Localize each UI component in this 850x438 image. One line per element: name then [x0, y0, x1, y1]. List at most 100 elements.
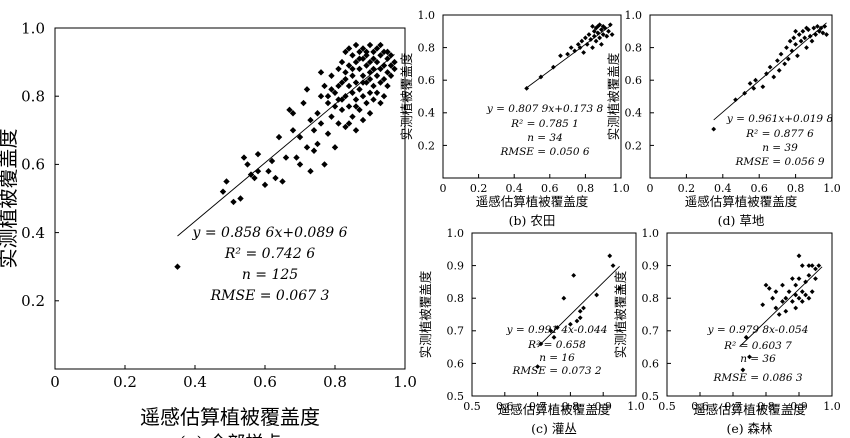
data-point — [811, 25, 817, 31]
data-point — [356, 65, 363, 73]
x-tick-label: 0.6 — [253, 373, 277, 391]
data-point — [551, 334, 557, 340]
data-point — [568, 321, 573, 327]
y-tick-label: 0.9 — [642, 259, 660, 272]
data-point — [223, 178, 230, 185]
x-tick-label: 0.7 — [529, 400, 547, 413]
data-point — [574, 318, 580, 324]
x-tick-label: 1.0 — [612, 182, 630, 195]
y-tick-label: 1.0 — [21, 19, 45, 37]
data-point — [230, 198, 237, 206]
data-point — [352, 41, 360, 49]
data-point — [773, 289, 779, 295]
data-point — [793, 41, 798, 47]
data-point — [565, 51, 570, 57]
data-point — [314, 110, 321, 117]
x-tick-label: 0.6 — [541, 182, 559, 195]
y-tick-label: 0.8 — [625, 41, 643, 54]
y-axis-label: 实测植被覆盖度 — [606, 52, 621, 140]
data-point — [753, 77, 758, 83]
data-point — [331, 89, 339, 96]
data-point — [391, 65, 398, 73]
data-point — [370, 48, 377, 56]
data-point — [317, 93, 325, 100]
data-point — [356, 55, 363, 62]
data-point — [747, 81, 753, 86]
data-point — [338, 79, 346, 86]
data-point — [561, 295, 567, 301]
y-tick-label: 0.8 — [447, 292, 465, 305]
data-point — [815, 24, 820, 29]
data-point — [802, 35, 808, 41]
regression-annotation: R² = 0.603 7 — [723, 340, 792, 352]
data-point — [796, 276, 802, 282]
data-point — [602, 25, 608, 31]
data-point — [764, 71, 769, 77]
data-point — [610, 263, 616, 268]
data-point — [577, 45, 583, 50]
y-tick-label: 1.0 — [642, 227, 660, 240]
data-point — [554, 325, 560, 330]
data-point — [770, 295, 775, 301]
data-point — [366, 89, 374, 96]
data-point — [317, 120, 325, 127]
data-point — [785, 56, 791, 62]
data-point — [784, 45, 789, 50]
data-point — [796, 295, 802, 301]
data-point — [807, 33, 813, 39]
data-point — [799, 299, 805, 304]
y-tick-label: 0.2 — [21, 292, 45, 310]
data-point — [352, 96, 360, 103]
panel-caption: (b) 农田 — [509, 213, 556, 228]
regression-annotation: RMSE = 0.056 9 — [734, 156, 824, 168]
data-point — [766, 286, 772, 291]
data-point — [345, 45, 353, 52]
regression-annotation: y = 0.961x+0.019 8 — [726, 113, 834, 125]
data-point — [349, 89, 356, 96]
regression-annotation: RMSE = 0.073 2 — [511, 365, 601, 377]
data-point — [783, 295, 789, 301]
data-point — [793, 282, 799, 288]
y-tick-label: 0.6 — [625, 74, 643, 87]
data-point — [342, 69, 349, 76]
data-point — [377, 79, 384, 86]
x-axis-label: 遥感估算植被覆盖度 — [498, 402, 611, 417]
data-point — [599, 27, 604, 33]
plot-frame — [649, 14, 833, 179]
data-point — [345, 103, 353, 110]
data-point — [599, 41, 604, 47]
data-point — [373, 72, 381, 79]
data-point — [597, 35, 603, 41]
regression-annotation: R² = 0.658 — [527, 339, 586, 351]
data-point — [345, 120, 353, 127]
y-tick-label: 1.0 — [418, 9, 436, 22]
data-point — [335, 82, 342, 90]
x-tick-label: 1.0 — [393, 373, 417, 391]
y-tick-label: 0.2 — [625, 139, 643, 152]
x-tick-label: 0.8 — [757, 400, 775, 413]
x-tick-label: 0.4 — [505, 182, 523, 195]
data-point — [780, 299, 785, 304]
data-point — [609, 32, 615, 37]
data-point — [293, 154, 300, 161]
data-point — [778, 51, 784, 57]
data-point — [349, 52, 356, 59]
y-tick-label: 0.9 — [447, 259, 465, 272]
y-axis-label: 实测植被覆盖度 — [613, 270, 628, 358]
regression-line — [177, 54, 395, 237]
x-tick-label: 0.2 — [470, 182, 488, 195]
data-point — [384, 82, 391, 90]
regression-annotation: y = 0.858 6x+0.089 6 — [191, 225, 347, 241]
data-point — [384, 55, 391, 62]
data-point — [776, 68, 782, 73]
data-point — [296, 133, 304, 141]
panel-caption: (a) 全部样点 — [179, 433, 282, 438]
data-point — [586, 32, 592, 37]
data-point — [763, 282, 769, 288]
y-axis-label: 实测植被覆盖度 — [418, 270, 433, 358]
data-point — [384, 48, 391, 56]
data-point — [373, 89, 381, 96]
data-point — [575, 41, 581, 47]
data-point — [377, 65, 384, 73]
data-point — [593, 38, 599, 44]
